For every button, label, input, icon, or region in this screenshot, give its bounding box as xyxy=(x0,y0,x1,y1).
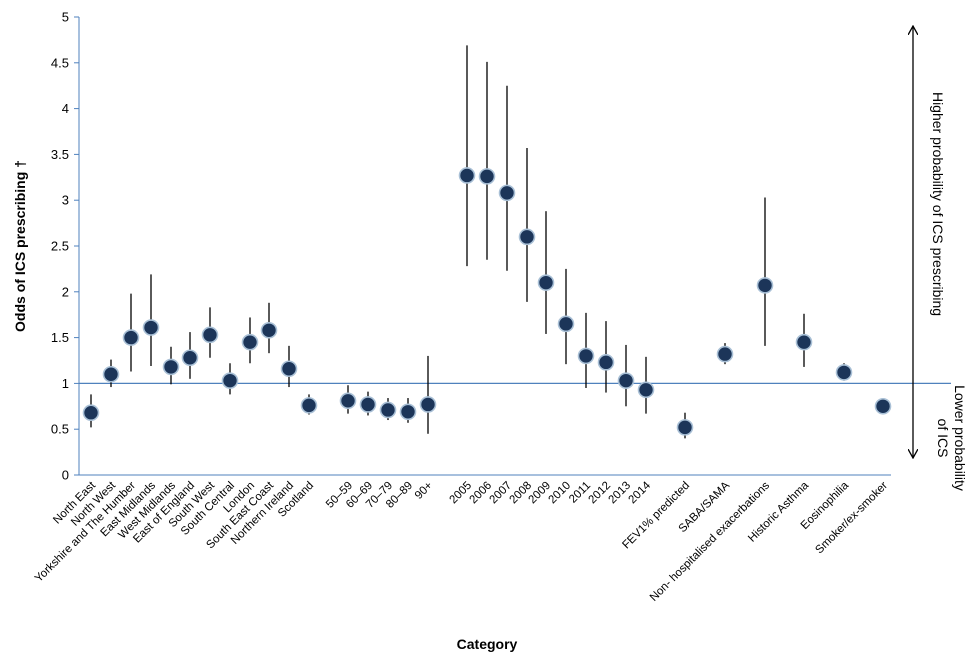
y-tick-label: 0.5 xyxy=(51,422,69,437)
data-point xyxy=(260,321,278,339)
data-point xyxy=(339,392,357,410)
data-point xyxy=(221,372,239,389)
data-point xyxy=(537,274,555,291)
y-tick-label: 5 xyxy=(62,10,69,25)
category-label: 2014 xyxy=(627,479,654,506)
data-point xyxy=(557,315,575,333)
data-point xyxy=(399,403,417,421)
data-point xyxy=(518,228,536,246)
y-tick-label: 2 xyxy=(62,284,69,299)
data-point xyxy=(835,364,853,381)
data-point xyxy=(676,419,694,436)
data-point xyxy=(478,168,496,185)
category-label: 90+ xyxy=(413,479,435,501)
data-point xyxy=(419,396,437,413)
data-point xyxy=(577,347,595,365)
y-axis: 0 0.5 1 1.5 2 2.5 3 3.5 4 4.5 5 xyxy=(51,10,891,483)
data-point xyxy=(716,345,734,363)
category-label: Smoker/ex-smoker xyxy=(813,480,890,557)
data-point xyxy=(458,167,476,184)
data-point xyxy=(795,333,813,351)
error-bars xyxy=(90,45,884,439)
category-label: 2005 xyxy=(448,480,475,507)
data-point xyxy=(874,397,892,415)
data-point xyxy=(142,319,160,336)
data-point xyxy=(181,349,199,367)
data-points xyxy=(82,167,892,436)
data-point xyxy=(359,396,377,413)
data-point xyxy=(102,365,120,383)
data-point xyxy=(162,358,180,376)
lower-probability-label-line1: Lower probability xyxy=(952,385,967,491)
category-label: 2010 xyxy=(547,480,574,507)
data-point xyxy=(241,333,259,351)
y-tick-label: 0 xyxy=(62,468,69,483)
data-point xyxy=(756,277,774,294)
y-tick-label: 1 xyxy=(62,376,69,391)
lower-probability-label-line2: of ICS xyxy=(935,419,951,458)
data-point xyxy=(280,360,298,378)
x-axis-title: Category xyxy=(457,636,518,652)
data-point xyxy=(379,401,397,419)
y-tick-label: 3.5 xyxy=(51,147,69,162)
data-point xyxy=(617,372,635,389)
y-axis-title: Odds of ICS prescribing † xyxy=(12,160,28,332)
category-label: 2006 xyxy=(468,480,495,507)
data-point xyxy=(637,381,655,399)
category-label: 2007 xyxy=(488,480,515,507)
category-label: 2013 xyxy=(607,480,634,507)
higher-probability-label: Higher probability of ICS prescribing xyxy=(930,92,946,316)
data-point xyxy=(300,397,318,414)
y-tick-label: 3 xyxy=(62,193,69,208)
data-point xyxy=(82,404,100,422)
category-label: 2012 xyxy=(587,480,614,507)
y-tick-label: 2.5 xyxy=(51,239,69,254)
y-tick-label: 1.5 xyxy=(51,330,69,345)
data-point xyxy=(498,184,516,202)
y-tick-label: 4 xyxy=(62,101,69,116)
data-point xyxy=(597,354,615,371)
y-tick-label: 4.5 xyxy=(51,55,69,70)
category-label: 2009 xyxy=(527,480,554,507)
category-label: FEV1% predicted xyxy=(620,480,692,552)
data-point xyxy=(122,329,140,346)
data-point xyxy=(201,326,219,344)
